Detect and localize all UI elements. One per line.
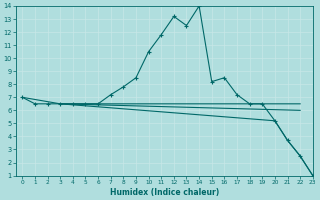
X-axis label: Humidex (Indice chaleur): Humidex (Indice chaleur) — [110, 188, 219, 197]
